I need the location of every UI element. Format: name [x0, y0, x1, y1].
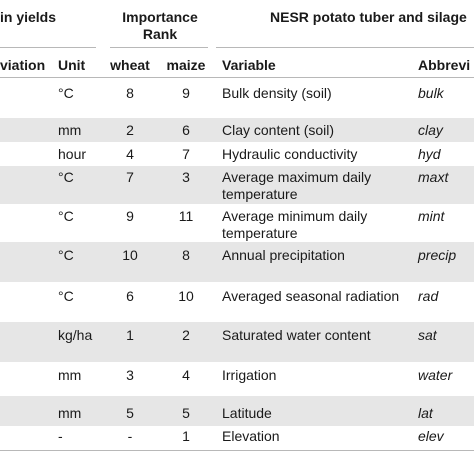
table-row: mm 2 6 Clay content (soil) clay [0, 118, 474, 142]
col-header-maize: maize [166, 57, 206, 73]
header-underline-right [216, 47, 474, 48]
cell-unit: - [58, 428, 63, 444]
table-row: °C 9 11 Average minimum daily mint temperatur… [0, 204, 474, 242]
table-row: °C 7 3 Average maximum daily maxt temperature [0, 166, 474, 204]
cell-abbreviation: elev [418, 428, 444, 444]
cell-maize-rank: 5 [182, 405, 190, 421]
cell-unit: hour [58, 146, 87, 162]
cell-abbreviation: maxt [418, 169, 449, 185]
header-bottom-rule [0, 77, 474, 78]
cell-wheat-rank: 5 [126, 405, 134, 421]
col-header-unit: Unit [58, 57, 86, 73]
cell-variable: Elevation [222, 428, 280, 444]
cell-maize-rank: 8 [182, 247, 190, 263]
cell-abbreviation: clay [418, 122, 443, 138]
cell-abbreviation: rad [418, 288, 439, 304]
cell-wheat-rank: 4 [126, 146, 134, 162]
header-group-rank: Importance [122, 9, 198, 25]
col-header-variable: Variable [222, 57, 276, 73]
cell-variable: Clay content (soil) [222, 122, 335, 138]
header-underline-left [0, 47, 96, 48]
cell-variable: Annual precipitation [222, 247, 345, 263]
cell-maize-rank: 7 [182, 146, 190, 162]
table-row: °C 10 8 Annual precipitation precip [0, 242, 474, 282]
cell-unit: °C [58, 288, 74, 304]
cell-unit: °C [58, 208, 74, 224]
cell-variable: Averaged seasonal radiation [222, 288, 400, 304]
cell-maize-rank: 4 [182, 367, 190, 383]
cell-wheat-rank: 2 [126, 122, 134, 138]
header-group-right: NESR potato tuber and silage [270, 9, 467, 25]
header-group-rank-line2: Rank [142, 26, 178, 42]
cell-variable: Average minimum daily [222, 208, 368, 224]
cell-unit: kg/ha [58, 327, 93, 343]
cell-wheat-rank: 6 [126, 288, 134, 304]
cell-abbreviation: sat [418, 327, 437, 343]
cell-wheat-rank: 10 [122, 247, 138, 263]
cell-variable: Bulk density (soil) [222, 85, 332, 101]
cell-unit: °C [58, 169, 74, 185]
cell-variable: Average maximum daily [222, 169, 372, 185]
header-underline-rank [110, 47, 208, 48]
cell-maize-rank: 3 [182, 169, 190, 185]
cell-abbreviation: bulk [418, 85, 444, 101]
table-row: mm 5 5 Latitude lat [0, 396, 474, 426]
cell-abbreviation: precip [418, 247, 457, 263]
cell-variable-line2: temperature [222, 225, 298, 241]
cell-abbreviation: lat [418, 405, 433, 421]
cell-abbreviation: mint [418, 208, 445, 224]
cell-variable-line2: temperature [222, 186, 298, 202]
cell-variable: Saturated water content [222, 327, 371, 343]
cell-abbreviation: water [418, 367, 453, 383]
cell-wheat-rank: 9 [126, 208, 134, 224]
table-bottom-rule [0, 450, 474, 451]
table-row: mm 3 4 Irrigation water [0, 362, 474, 396]
cell-unit: °C [58, 247, 74, 263]
cell-maize-rank: 1 [182, 428, 190, 444]
cell-unit: mm [58, 367, 82, 383]
header-group-left: in yields [0, 9, 57, 25]
table-row: °C 6 10 Averaged seasonal radiation rad [0, 282, 474, 322]
cell-wheat-rank: 7 [126, 169, 134, 185]
cell-abbreviation: hyd [418, 146, 441, 162]
col-header-abbreviation-right: Abbrevi [418, 57, 471, 73]
cell-wheat-rank: 1 [126, 327, 134, 343]
cell-maize-rank: 6 [182, 122, 190, 138]
cell-maize-rank: 10 [178, 288, 194, 304]
cell-maize-rank: 11 [178, 208, 194, 224]
cell-variable: Hydraulic conductivity [222, 146, 358, 162]
table-row: hour 4 7 Hydraulic conductivity hyd [0, 142, 474, 166]
cell-unit: mm [58, 122, 82, 138]
cell-wheat-rank: 8 [126, 85, 134, 101]
cell-maize-rank: 2 [182, 327, 190, 343]
cell-maize-rank: 9 [182, 85, 190, 101]
cell-wheat-rank: - [127, 428, 133, 444]
col-header-abbreviation-left: viation [0, 57, 46, 73]
cell-wheat-rank: 3 [126, 367, 134, 383]
table-row: °C 8 9 Bulk density (soil) bulk [0, 78, 474, 114]
cell-variable: Irrigation [222, 367, 277, 383]
table-row: kg/ha 1 2 Saturated water content sat [0, 322, 474, 362]
table-row: - - 1 Elevation elev [0, 426, 474, 450]
cell-unit: °C [58, 85, 74, 101]
col-header-wheat: wheat [110, 57, 150, 73]
cell-unit: mm [58, 405, 82, 421]
cell-variable: Latitude [222, 405, 272, 421]
